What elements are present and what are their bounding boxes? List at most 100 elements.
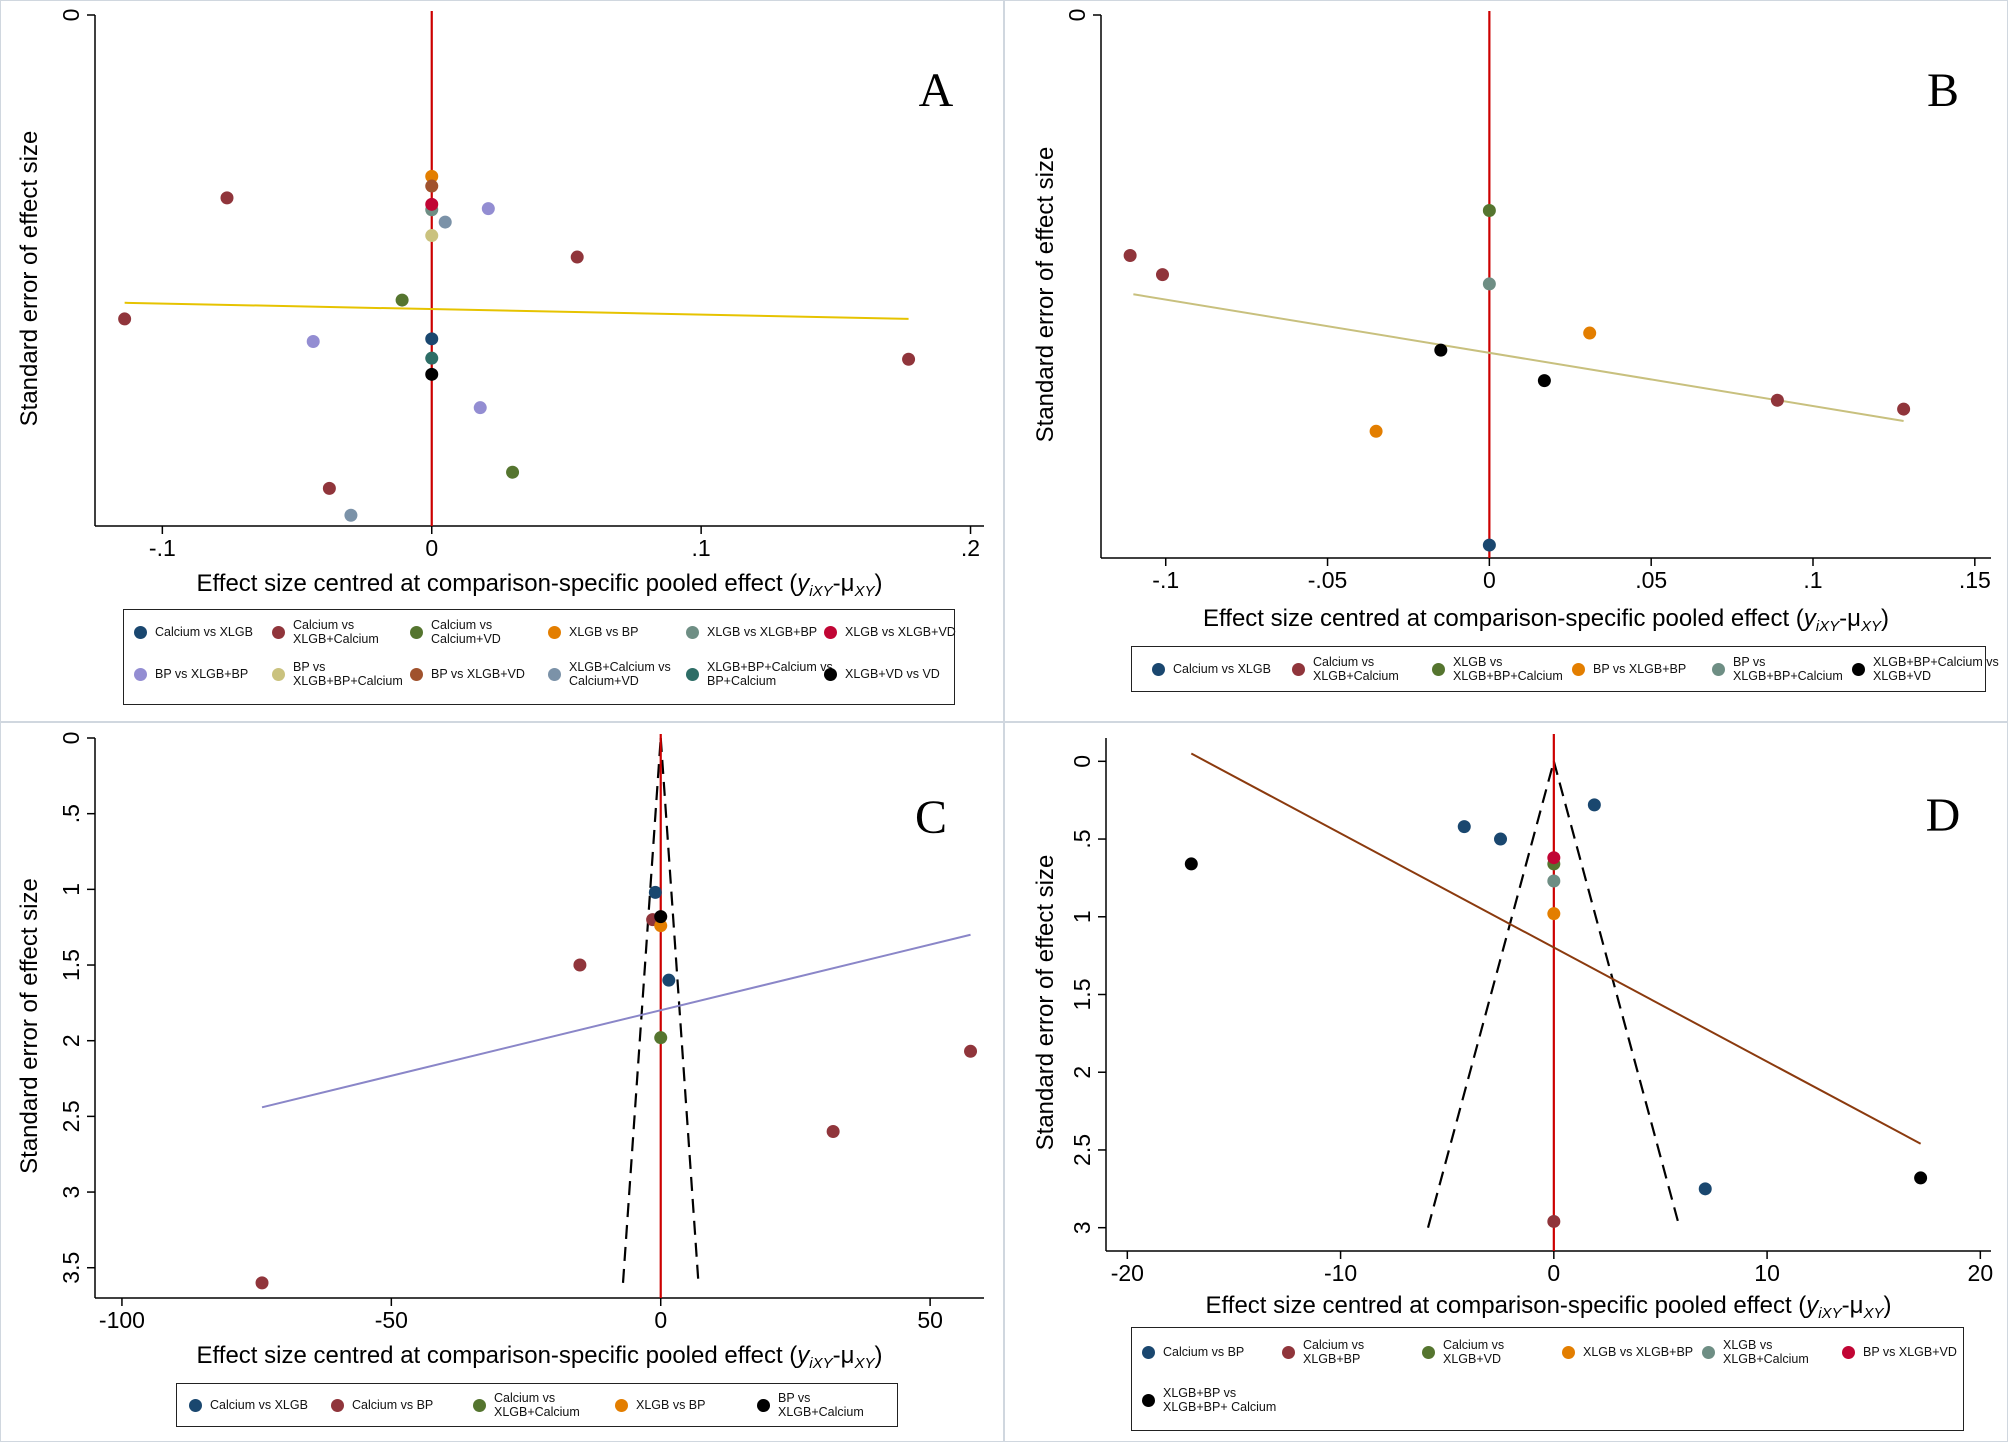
x-tick-label: .1	[692, 535, 711, 561]
data-point	[648, 885, 662, 899]
data-point	[344, 508, 358, 522]
data-point	[1770, 393, 1784, 407]
legend-marker	[1702, 1345, 1715, 1359]
regression-line	[124, 301, 909, 320]
legend-label: XLGB vs BP	[569, 625, 639, 639]
x-tick-label: 0	[1547, 1260, 1560, 1286]
data-point	[1482, 538, 1496, 552]
legend-item: XLGB+BP+Calcium vs XLGB+VD	[1852, 655, 1999, 683]
legend-label: Calcium vs BP	[352, 1398, 434, 1412]
legend-item: XLGB vs BP	[615, 1391, 753, 1419]
panel-b: -.1 -.05 0 .05 .1 .15 0 Standard error of effec…	[1004, 0, 2008, 722]
legend-label: XLGB vs BP	[636, 1398, 706, 1412]
legend-item: BP vs XLGB+Calcium	[757, 1391, 895, 1419]
legend-item: Calcium vs BP	[331, 1391, 469, 1419]
legend-item: Calcium vs XLGB+VD	[1422, 1338, 1558, 1366]
x-axis-title: Effect size centred at comparison-specif…	[1206, 1292, 1892, 1322]
legend-marker	[134, 625, 147, 639]
x-tick-label: 0	[425, 535, 438, 561]
data-point	[1369, 424, 1383, 438]
data-point	[506, 465, 520, 479]
funnel-plot-a: -.1 0 .1 .2 0 Standard error of effect size Ef…	[16, 9, 984, 600]
legend-marker	[272, 625, 285, 639]
data-point	[473, 401, 487, 415]
x-tick-label: 20	[1968, 1260, 1994, 1286]
legend-label: XLGB+BP vs XLGB+BP+ Calcium	[1163, 1386, 1277, 1414]
legend-marker	[757, 1398, 770, 1412]
legend-label: BP vs XLGB+BP	[155, 667, 249, 681]
x-tick-label: -.1	[1152, 567, 1179, 593]
funnel-left-line	[621, 737, 662, 1283]
legend-label: Calcium vs XLGB+VD	[1443, 1338, 1505, 1366]
legend-label: XLGB vs XLGB+BP	[1583, 1345, 1694, 1359]
legend-item: Calcium vs XLGB	[134, 618, 268, 646]
data-point	[306, 335, 320, 349]
legend-marker	[1142, 1393, 1155, 1407]
legend-marker	[824, 667, 837, 681]
legend-marker	[189, 1398, 202, 1412]
data-point	[425, 197, 439, 211]
legend-label: Calcium vs XLGB+Calcium	[293, 618, 379, 646]
legend-label: XLGB vs XLGB+Calcium	[1723, 1338, 1809, 1366]
x-tick-label: -50	[375, 1307, 408, 1333]
legend-item: Calcium vs XLGB+Calcium	[1292, 655, 1428, 683]
data-point	[902, 352, 916, 366]
data-point	[1698, 1182, 1712, 1196]
data-point	[1434, 343, 1448, 357]
legend-item: XLGB+BP+Calcium vs BP+Calcium	[686, 660, 833, 688]
legend-label: Calcium vs XLGB+BP	[1303, 1338, 1365, 1366]
y-tick-label: 3.5	[58, 1252, 84, 1284]
legend-marker	[1572, 662, 1585, 676]
legend-item: XLGB vs BP	[548, 618, 682, 646]
funnel-right-line	[659, 737, 700, 1283]
legend-marker	[686, 667, 699, 681]
legend-label: XLGB vs XLGB+BP	[707, 625, 818, 639]
legend-item: Calcium vs Calcium+VD	[410, 618, 544, 646]
legend-marker	[1422, 1345, 1435, 1359]
data-point	[1547, 874, 1561, 888]
y-axis-title: Standard error of effect size	[16, 878, 43, 1174]
data-point	[1547, 907, 1561, 921]
legend-marker	[1152, 662, 1165, 676]
data-point	[425, 332, 439, 346]
regression-line	[261, 933, 971, 1109]
panel-c: -100 -50 0 50 0 .5 1 1.5 2 2.5 3 3.5 Standard error …	[0, 722, 1004, 1442]
y-tick-label: 1	[1069, 910, 1095, 923]
legend-marker	[548, 625, 561, 639]
x-tick-label: -10	[1324, 1260, 1357, 1286]
legend-marker	[1842, 1345, 1855, 1359]
y-tick-label: 2	[1069, 1066, 1095, 1079]
legend-b: Calcium vs XLGB Calcium vs XLGB+Calcium XLG…	[1131, 646, 1999, 692]
legend-item: Calcium vs XLGB	[1152, 655, 1288, 683]
regression-line	[1190, 752, 1922, 1145]
funnel-plot-c: -100 -50 0 50 0 .5 1 1.5 2 2.5 3 3.5 Standard error …	[16, 732, 984, 1372]
legend-marker	[473, 1398, 486, 1412]
data-point	[1457, 820, 1471, 834]
legend-label: XLGB+BP+Calcium vs XLGB+VD	[1873, 655, 1999, 683]
data-point	[1184, 857, 1198, 871]
legend-item: XLGB vs XLGB+BP+Calcium	[1432, 655, 1568, 683]
data-point	[425, 169, 439, 183]
x-tick-label: 0	[654, 1307, 667, 1333]
data-point	[1914, 1171, 1928, 1185]
data-point	[570, 250, 584, 264]
x-tick-label: 0	[1483, 567, 1496, 593]
x-axis-title: Effect size centred at comparison-specif…	[197, 1342, 883, 1372]
x-tick-label: 10	[1754, 1260, 1780, 1286]
funnel-right-line	[1552, 761, 1681, 1228]
funnel-plot-b: -.1 -.05 0 .05 .1 .15 0 Standard error of effec…	[1032, 9, 1991, 635]
legend-marker	[686, 625, 699, 639]
legend-label: Calcium vs XLGB+Calcium	[1313, 655, 1399, 683]
legend-label: XLGB+BP+Calcium vs BP+Calcium	[707, 660, 833, 688]
legend-label: Calcium vs Calcium+VD	[431, 618, 501, 646]
data-point	[654, 919, 668, 933]
legend-item: Calcium vs XLGB+BP	[1282, 1338, 1418, 1366]
y-tick-label: 2	[58, 1034, 84, 1047]
legend-item: BP vs XLGB+BP+Calcium	[272, 660, 406, 688]
x-axis-title: Effect size centred at comparison-specif…	[1203, 605, 1889, 635]
legend-marker	[824, 625, 837, 639]
legend-label: BP vs XLGB+VD	[1863, 1345, 1957, 1359]
data-point	[118, 312, 132, 326]
legend-marker	[1712, 662, 1725, 676]
y-axis-title: Standard error of effect size	[1032, 855, 1059, 1151]
